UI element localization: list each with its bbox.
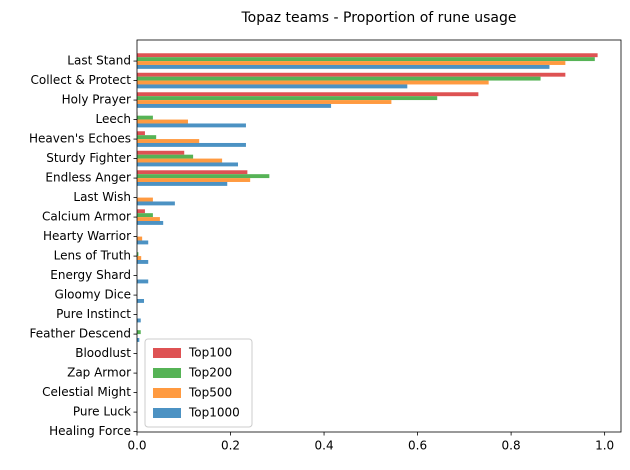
y-tick-label: Bloodlust <box>75 346 131 360</box>
bar <box>137 170 248 175</box>
bar <box>137 76 541 81</box>
bar <box>137 162 239 167</box>
bar <box>137 103 332 108</box>
bar <box>137 150 185 155</box>
bar <box>137 135 157 140</box>
bar <box>137 115 153 120</box>
bar <box>137 123 246 128</box>
bar <box>137 201 175 206</box>
bar <box>137 220 164 225</box>
legend-swatch <box>153 368 181 378</box>
x-tick-label: 1.0 <box>595 439 614 453</box>
bar <box>137 178 251 182</box>
x-tick-label: 0.6 <box>408 439 427 453</box>
y-tick-label: Sturdy Fighter <box>46 151 131 165</box>
legend-swatch <box>153 408 181 418</box>
legend-label: Top500 <box>188 386 232 400</box>
bar <box>137 100 392 104</box>
bar <box>137 318 141 323</box>
legend-box <box>144 338 253 428</box>
legend-swatch <box>153 388 181 398</box>
bar <box>137 61 566 65</box>
bar <box>137 259 149 264</box>
x-tick-label: 0.8 <box>502 439 521 453</box>
bar <box>137 217 160 221</box>
bar <box>137 252 139 257</box>
y-tick-label: Gloomy Dice <box>55 288 131 302</box>
bar <box>137 174 270 179</box>
x-tick-label: 0.4 <box>315 439 334 453</box>
legend-swatch <box>153 348 181 358</box>
y-tick-label: Energy Shard <box>50 268 131 282</box>
bar <box>137 64 550 69</box>
bar <box>137 256 142 260</box>
bar <box>137 142 246 147</box>
legend-label: Top1000 <box>188 406 240 420</box>
bar <box>137 53 598 58</box>
legend-label: Top100 <box>188 346 232 360</box>
plot-frame <box>136 39 622 433</box>
bar <box>137 131 145 136</box>
y-tick-label: Heaven's Echoes <box>29 132 131 146</box>
bar <box>137 57 595 62</box>
bar <box>137 240 149 245</box>
y-tick-label: Last Wish <box>73 190 131 204</box>
bar <box>137 197 153 202</box>
bar <box>137 139 200 143</box>
y-tick-label: Healing Force <box>49 424 131 438</box>
y-tick-label: Leech <box>96 112 131 126</box>
y-tick-label: Collect & Protect <box>31 73 132 87</box>
bar <box>137 213 153 218</box>
bar <box>137 181 228 186</box>
y-tick-label: Pure Luck <box>73 405 131 419</box>
y-tick-label: Last Stand <box>67 54 131 68</box>
y-tick-label: Zap Armor <box>67 366 131 380</box>
y-tick-label: Lens of Truth <box>54 249 131 263</box>
bar <box>137 236 143 241</box>
x-tick-label: 0.2 <box>221 439 240 453</box>
bar <box>137 154 194 159</box>
bar <box>137 119 188 124</box>
y-tick-label: Pure Instinct <box>56 307 131 321</box>
y-tick-label: Holy Prayer <box>62 93 131 107</box>
bar <box>137 84 408 89</box>
y-tick-label: Calcium Armor <box>42 210 131 224</box>
legend-label: Top200 <box>188 366 232 380</box>
bar <box>137 72 566 77</box>
y-tick-label: Endless Anger <box>45 171 131 185</box>
bar <box>137 92 479 97</box>
y-tick-label: Feather Descend <box>29 327 131 341</box>
bar <box>137 80 489 85</box>
y-tick-label: Hearty Warrior <box>43 229 131 243</box>
bar <box>137 279 149 284</box>
y-tick-label: Celestial Might <box>42 385 131 399</box>
bar <box>137 298 145 303</box>
bar <box>137 330 141 335</box>
bar <box>137 209 145 214</box>
bar <box>137 96 438 101</box>
legend: Top100 Top200 Top500 Top1000 <box>144 338 253 428</box>
bar <box>137 158 223 163</box>
x-tick-label: 0.0 <box>127 439 146 453</box>
bar <box>137 337 140 342</box>
chart-title: Topaz teams - Proportion of rune usage <box>240 10 516 26</box>
